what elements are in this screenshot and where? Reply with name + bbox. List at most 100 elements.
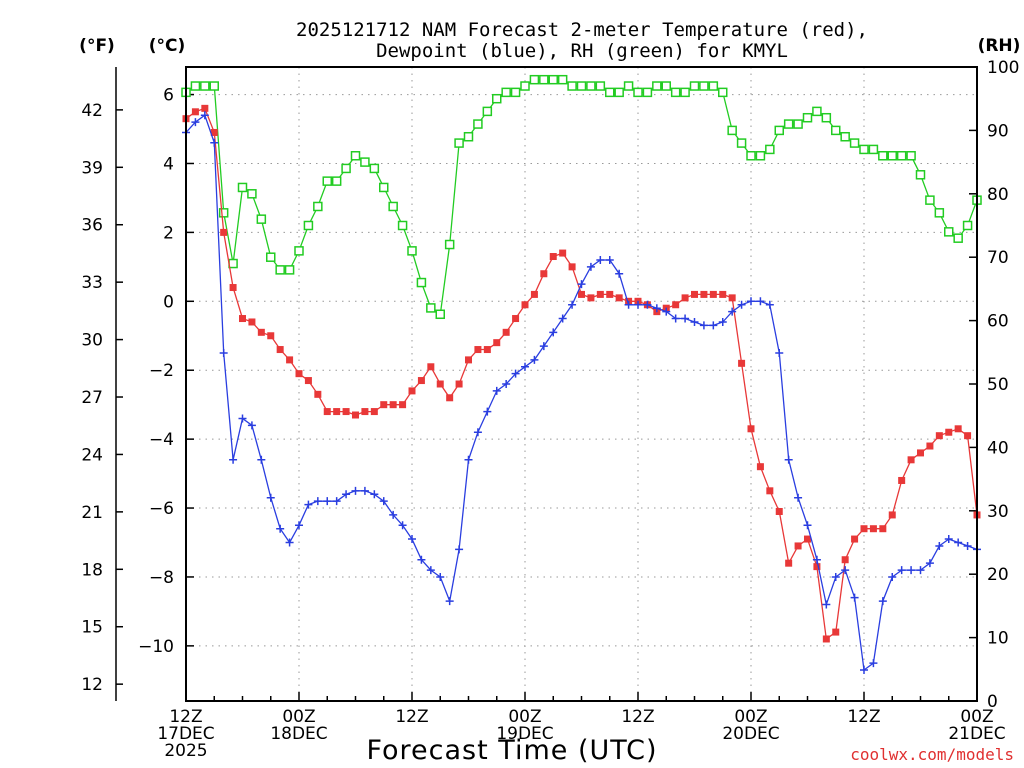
dewpoint-point xyxy=(408,535,416,544)
temperature-point xyxy=(521,301,529,309)
dewpoint-point xyxy=(869,659,878,668)
rh-point xyxy=(906,151,916,161)
dewpoint-point xyxy=(191,118,200,127)
rh-tick-label: 80 xyxy=(987,185,1009,205)
rh-point xyxy=(868,144,879,155)
rh-point xyxy=(388,201,398,212)
temperature-point xyxy=(229,284,237,292)
dewpoint-point xyxy=(464,455,473,464)
rh-point xyxy=(501,87,511,98)
temperature-point xyxy=(210,128,218,136)
rh-point xyxy=(548,74,558,85)
dewpoint-point xyxy=(445,597,454,606)
rh-point xyxy=(218,208,229,218)
rh-point xyxy=(878,151,888,161)
rh-tick-label: 40 xyxy=(987,438,1009,458)
dewpoint-point xyxy=(897,566,906,575)
temperature-point xyxy=(860,525,868,533)
temperature-point xyxy=(370,408,378,416)
rh-point xyxy=(925,195,935,205)
dewpoint-point xyxy=(944,535,953,544)
dewpoint-point xyxy=(511,369,520,378)
temperature-point xyxy=(427,363,435,371)
dewpoint-point xyxy=(850,593,859,602)
dewpoint-point xyxy=(747,297,755,306)
temperature-point xyxy=(417,377,425,385)
dewpoint-point xyxy=(398,521,407,530)
temperature-point xyxy=(333,408,341,416)
rh-tick-label: 20 xyxy=(987,565,1009,585)
dewpoint-point xyxy=(238,414,247,423)
rh-point xyxy=(313,201,323,212)
rh-point xyxy=(661,81,671,91)
fahrenheit-tick-label: 36 xyxy=(81,216,103,236)
rh-point xyxy=(586,81,596,91)
temperature-point xyxy=(822,635,830,643)
temperature-point xyxy=(295,370,303,378)
dewpoint-line xyxy=(185,114,978,672)
temperature-point xyxy=(352,411,359,419)
dewpoint-point xyxy=(925,559,934,568)
dewpoint-point xyxy=(200,111,209,120)
rh-point xyxy=(303,220,314,231)
x-tick-label: 00Z xyxy=(508,707,541,727)
dewpoint-point xyxy=(502,380,511,388)
x-tick-label: 00Z xyxy=(960,707,993,727)
fahrenheit-tick-label: 18 xyxy=(81,560,103,580)
rh-tick-label: 60 xyxy=(987,312,1009,332)
temperature-point xyxy=(220,228,228,236)
rh-point xyxy=(256,214,267,224)
temperature-point xyxy=(380,401,388,409)
dewpoint-point xyxy=(596,255,605,264)
dewpoint-point xyxy=(586,262,595,271)
temperature-point xyxy=(766,487,774,495)
dewpoint-point xyxy=(285,538,294,547)
temperature-point xyxy=(540,270,548,278)
rh-point xyxy=(284,265,295,275)
x-tick-label: 12Z xyxy=(169,707,202,727)
temperature-point xyxy=(276,346,284,354)
rh-point xyxy=(435,309,445,320)
temperature-point xyxy=(483,346,491,354)
temperature-point xyxy=(559,249,567,257)
dewpoint-point xyxy=(370,490,379,499)
rh-point xyxy=(228,258,238,269)
dewpoint-point xyxy=(803,521,812,530)
temperature-point xyxy=(201,104,209,112)
rh-point xyxy=(802,112,813,123)
temperature-point xyxy=(756,463,764,471)
dewpoint-point xyxy=(229,455,238,464)
rh-point xyxy=(962,220,973,231)
dewpoint-point xyxy=(558,314,567,323)
dewpoint-point xyxy=(916,566,925,575)
x-tick-label: 19DEC xyxy=(496,724,553,744)
temperature-point xyxy=(841,556,849,564)
dewpoint-point xyxy=(605,255,614,264)
temperature-point xyxy=(907,456,915,464)
temperature-point xyxy=(945,428,953,436)
dewpoint-point xyxy=(257,455,266,464)
fahrenheit-tick-label: 42 xyxy=(81,101,103,121)
dewpoint-point xyxy=(794,493,803,502)
dewpoint-point xyxy=(841,566,850,575)
dewpoint-point xyxy=(247,421,256,430)
fahrenheit-tick-label: 27 xyxy=(81,388,103,408)
x-tick-label: 2025 xyxy=(164,741,207,761)
rh-point xyxy=(689,81,700,91)
rh-point xyxy=(708,81,719,91)
fahrenheit-tick-label: 21 xyxy=(81,503,103,523)
temperature-point xyxy=(606,290,614,298)
rh-line xyxy=(185,79,978,316)
temperature-point xyxy=(408,387,416,395)
rh-point xyxy=(200,81,210,91)
dewpoint-point xyxy=(652,304,661,313)
temperature-point xyxy=(935,432,943,440)
dewpoint-point xyxy=(483,407,492,416)
rh-point xyxy=(652,81,662,91)
rh-point xyxy=(953,233,963,243)
rh-point xyxy=(821,112,832,123)
dewpoint-point xyxy=(756,297,765,306)
rh-point xyxy=(859,144,869,155)
temperature-point xyxy=(681,294,689,302)
fahrenheit-axis: 42 39 36 33 30 27 24 21 18 15 12 xyxy=(81,67,123,701)
